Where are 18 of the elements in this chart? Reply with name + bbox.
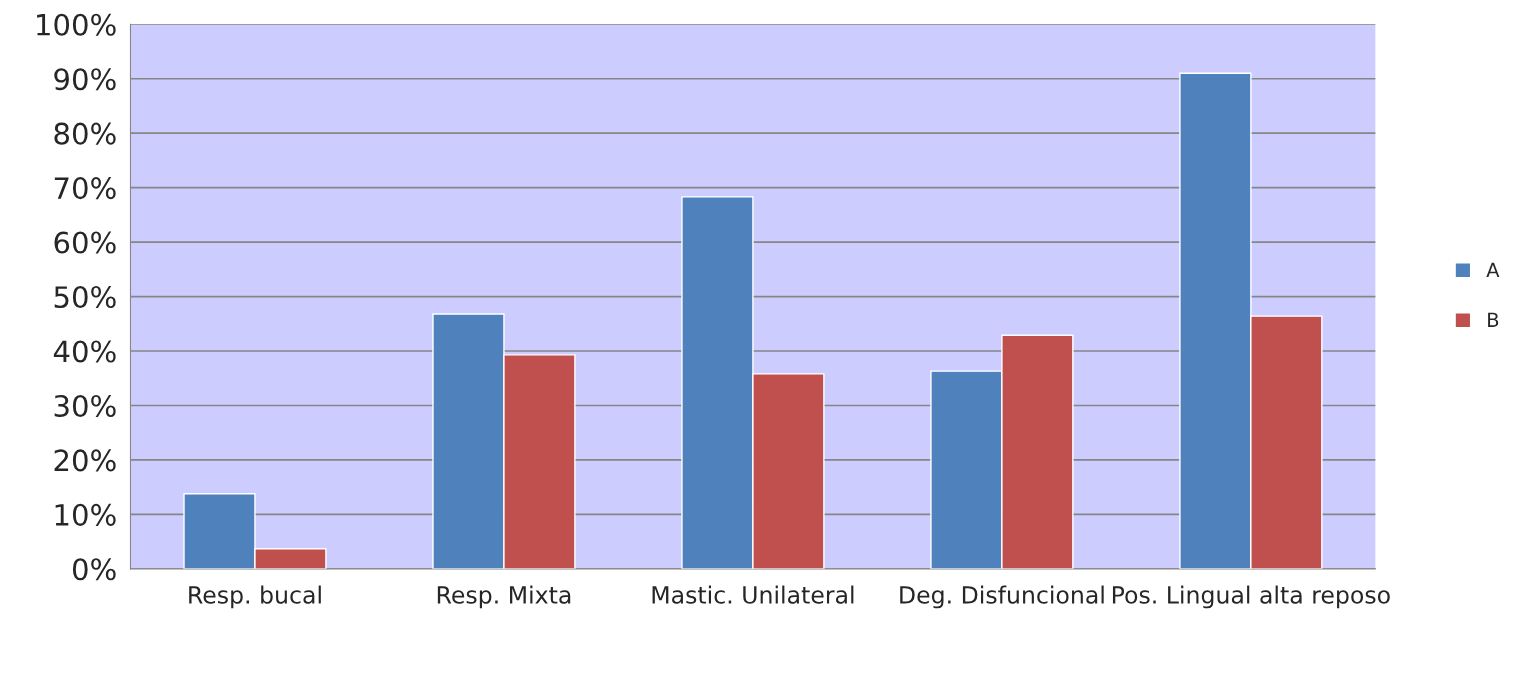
y-tick-label: 20%: [54, 449, 116, 472]
x-tick-label: Pos. Lingual alta reposo: [1112, 585, 1390, 609]
y-tick-label: 80%: [54, 122, 116, 145]
x-tick-label: Resp. bucal: [189, 585, 321, 609]
x-tick-label: Deg. Disfuncional: [900, 585, 1104, 609]
y-tick-label: 0%: [72, 558, 116, 581]
legend-label: B: [1488, 312, 1499, 327]
y-tick-label: 70%: [54, 177, 116, 200]
legend-label: A: [1486, 262, 1500, 277]
y-tick-label: 40%: [53, 340, 116, 363]
y-tick-label: 60%: [54, 231, 116, 254]
y-tick-label: 100%: [37, 13, 116, 36]
y-tick-label: 30%: [54, 394, 116, 417]
x-tick-label: Resp. Mixta: [437, 585, 571, 609]
y-tick-label: 10%: [55, 503, 116, 526]
y-tick-label: 50%: [54, 285, 116, 309]
y-tick-label: 90%: [54, 68, 116, 91]
x-tick-label: Mastic. Unilateral: [652, 585, 854, 604]
